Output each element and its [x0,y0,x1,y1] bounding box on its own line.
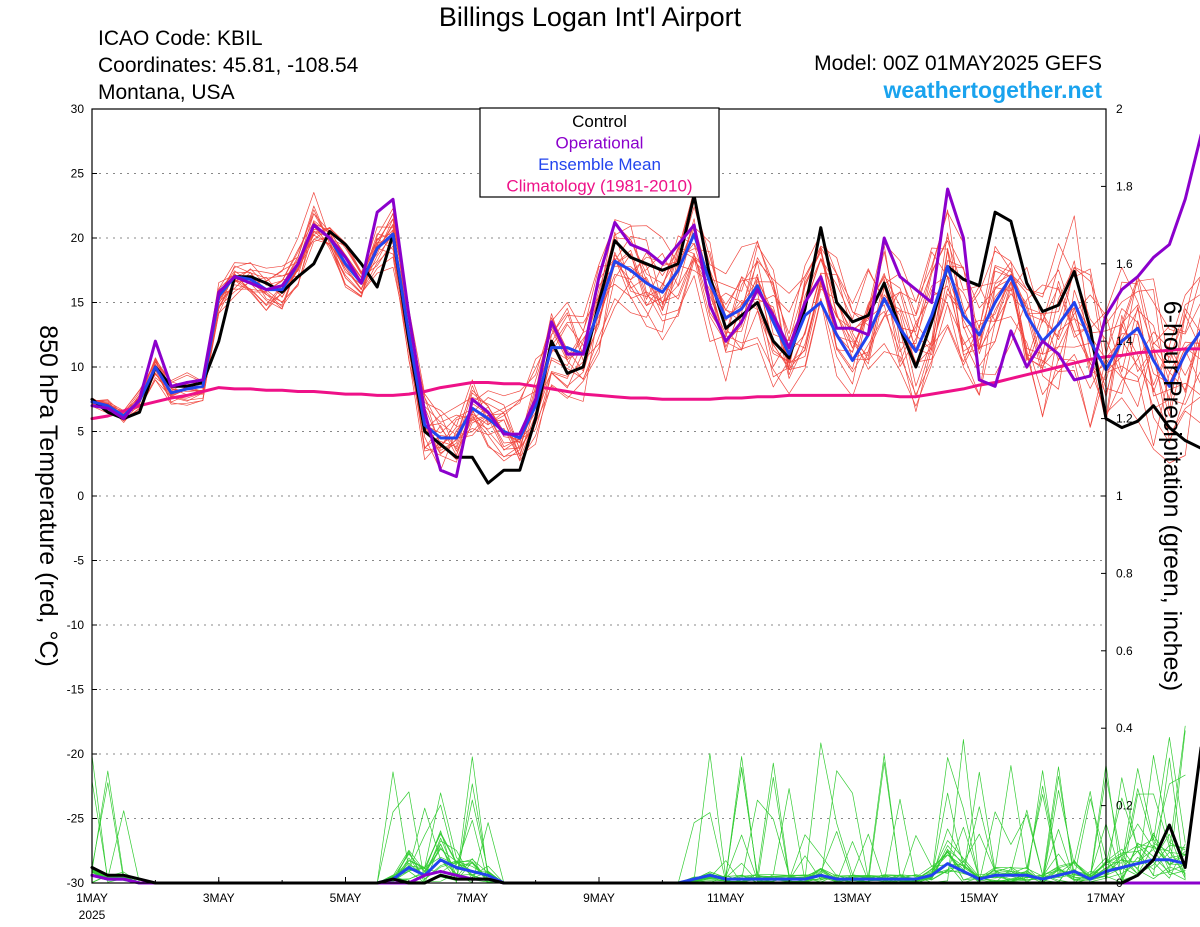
y-right-tick-label: 0.2 [1116,799,1133,813]
temp-member-line [91,223,1200,443]
y-right-tick-label: 0.8 [1116,566,1133,580]
y-right-tick-label: 1 [1116,489,1123,503]
brand-link[interactable]: weathertogether.net [883,77,1102,103]
axes: 302520151050-5-10-15-20-25-3021.81.61.41… [67,102,1133,922]
y-left-tick-label: -20 [67,747,85,761]
precip-member-line [91,725,1186,884]
precip-member-line [91,762,1186,884]
precip-member-line [91,755,1186,884]
x-tick-label: 7MAY [456,891,488,905]
temp-mean-line [90,223,1200,440]
precip-control-line [90,746,1200,885]
y-left-tick-label: -30 [67,876,85,890]
x-tick-label: 11MAY [707,891,745,905]
temp-member-line [91,208,1200,451]
precip-member-line [91,764,1186,884]
y-left-tick-label: 5 [77,425,84,439]
y-right-tick-label: 1.4 [1116,334,1133,348]
y-left-tick-label: -10 [67,618,85,632]
y-axis-right-label: 6-hour Precipitation (green, inches) [1158,301,1186,691]
y-left-tick-label: 15 [71,296,85,310]
x-tick-sublabel: 2025 [79,908,106,922]
region: Montana, USA [98,81,235,104]
temp-member-line [91,212,1200,449]
climatology-line [90,347,1200,421]
temp-member-line [91,225,1200,461]
precip-member-line [91,757,1186,884]
y-left-tick-label: 20 [71,231,85,245]
y-right-tick-label: 0.4 [1116,721,1133,735]
precip-member-line [91,737,1186,884]
icao-code: ICAO Code: KBIL [98,27,263,50]
x-tick-label: 5MAY [330,891,362,905]
y-right-tick-label: 1.6 [1116,257,1133,271]
temp-member-line [91,213,1200,471]
y-right-tick-label: 0 [1116,876,1123,890]
model-run: Model: 00Z 01MAY2025 GEFS [814,52,1102,75]
x-tick-label: 1MAY [76,891,108,905]
y-right-tick-label: 2 [1116,102,1123,116]
x-tick-label: 3MAY [203,891,235,905]
y-left-tick-label: -25 [67,812,85,826]
y-right-tick-label: 1.2 [1116,412,1133,426]
y-left-tick-label: 25 [71,167,85,181]
y-right-tick-label: 0.6 [1116,644,1133,658]
temp-member-line [91,206,1200,454]
temp-member-line [91,201,1200,447]
legend-item: Climatology (1981-2010) [506,177,692,196]
x-tick-label: 17MAY [1087,891,1125,905]
legend-item: Ensemble Mean [538,155,661,174]
y-left-tick-label: 30 [71,102,85,116]
y-left-tick-label: 0 [77,489,84,503]
chart-title: Billings Logan Int'l Airport [438,2,742,32]
y-right-tick-label: 1.8 [1116,179,1133,193]
legend: Control Operational Ensemble Mean Climatolo… [479,107,720,198]
precip-member-line [91,757,1186,884]
coordinates: Coordinates: 45.81, -108.54 [98,54,359,77]
legend-item: Control [572,112,627,131]
x-tick-label: 13MAY [833,891,871,905]
precip-member-line [91,762,1186,884]
x-tick-label: 9MAY [583,891,615,905]
precip-member-line [91,739,1186,884]
temp-member-line [91,223,1200,458]
legend-item: Operational [556,134,644,153]
y-left-tick-label: -5 [73,554,84,568]
precip-member-line [91,774,1186,884]
precip-member-line [91,765,1186,884]
temp-member-line [91,192,1200,440]
y-left-tick-label: -15 [67,683,85,697]
temp-operational-line [90,133,1200,479]
legend-box [479,107,720,198]
x-tick-label: 15MAY [960,891,998,905]
temp-member-line [91,221,1200,460]
y-axis-left-label: 850 hPa Temperature (red, °C) [34,325,62,667]
temp-member-line [91,189,1200,450]
gridlines [92,173,1106,819]
y-left-tick-label: 10 [71,360,85,374]
primary-series [90,133,1200,885]
